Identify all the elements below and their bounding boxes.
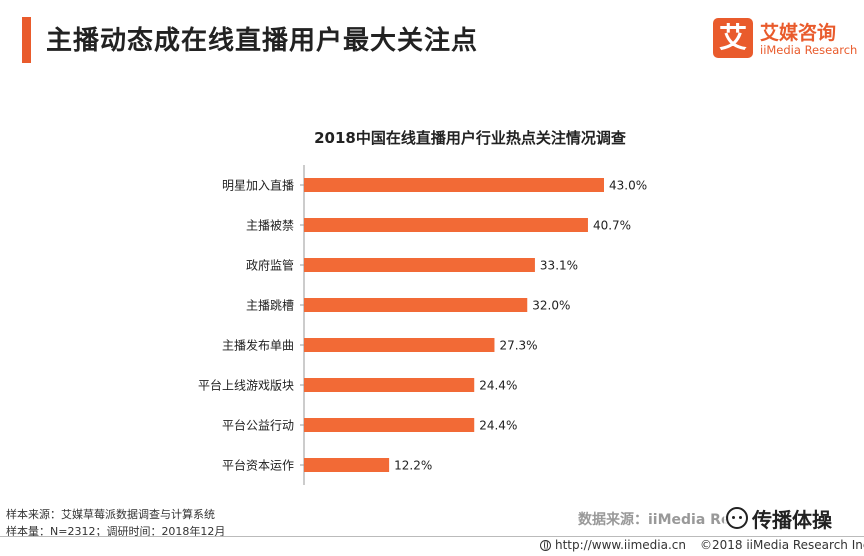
data-label: 24.4% bbox=[479, 379, 517, 393]
sample-source: 样本来源：艾媒草莓派数据调查与计算系统 bbox=[6, 508, 215, 521]
bar bbox=[304, 298, 528, 312]
bar bbox=[304, 218, 588, 232]
category-label: 主播跳槽 bbox=[246, 299, 294, 313]
sample-size: 样本量：N=2312；调研时间：2018年12月 bbox=[6, 525, 226, 538]
bar bbox=[304, 338, 495, 352]
globe-icon bbox=[540, 539, 551, 551]
data-label: 24.4% bbox=[479, 419, 517, 433]
watermark-text: 传播体操 bbox=[752, 507, 832, 532]
wechat-icon bbox=[726, 507, 748, 529]
chart-title: 2018中国在线直播用户行业热点关注情况调查 bbox=[314, 129, 627, 147]
category-label: 主播发布单曲 bbox=[222, 338, 294, 353]
data-label: 12.2% bbox=[394, 459, 432, 473]
logo-name-cn: 艾媒咨询 bbox=[760, 22, 837, 44]
bottom-bar: http://www.iimedia.cn ©2018 iiMedia Rese… bbox=[540, 538, 864, 552]
data-label: 32.0% bbox=[532, 299, 570, 313]
iimedia-logo: 艾 艾媒咨询 iiMedia Research bbox=[713, 18, 857, 60]
bar bbox=[304, 458, 390, 472]
data-label: 43.0% bbox=[609, 179, 647, 193]
data-label: 27.3% bbox=[499, 339, 537, 353]
category-label: 明星加入直播 bbox=[222, 179, 294, 193]
data-label: 33.1% bbox=[540, 259, 578, 273]
watermark: 传播体操 bbox=[724, 501, 836, 535]
title-accent-bar bbox=[22, 17, 31, 63]
category-label: 政府监管 bbox=[246, 258, 294, 273]
data-source: 数据来源：iiMedia Re bbox=[578, 512, 731, 528]
logo-name-en: iiMedia Research bbox=[760, 43, 858, 57]
bar bbox=[304, 258, 535, 272]
copyright: ©2018 iiMedia Research Inc bbox=[699, 538, 864, 552]
bar bbox=[304, 418, 475, 432]
category-label: 主播被禁 bbox=[246, 219, 294, 233]
category-label: 平台上线游戏版块 bbox=[198, 378, 294, 393]
category-label: 平台资本运作 bbox=[222, 458, 294, 473]
bar bbox=[304, 178, 604, 192]
data-label: 40.7% bbox=[593, 219, 631, 233]
page-title: 主播动态成在线直播用户最大关注点 bbox=[46, 26, 479, 56]
bar bbox=[304, 378, 475, 392]
website-link[interactable]: http://www.iimedia.cn bbox=[555, 538, 686, 552]
logo-mark: 艾 bbox=[713, 18, 753, 58]
category-label: 平台公益行动 bbox=[222, 418, 294, 433]
footer-divider bbox=[0, 536, 864, 537]
